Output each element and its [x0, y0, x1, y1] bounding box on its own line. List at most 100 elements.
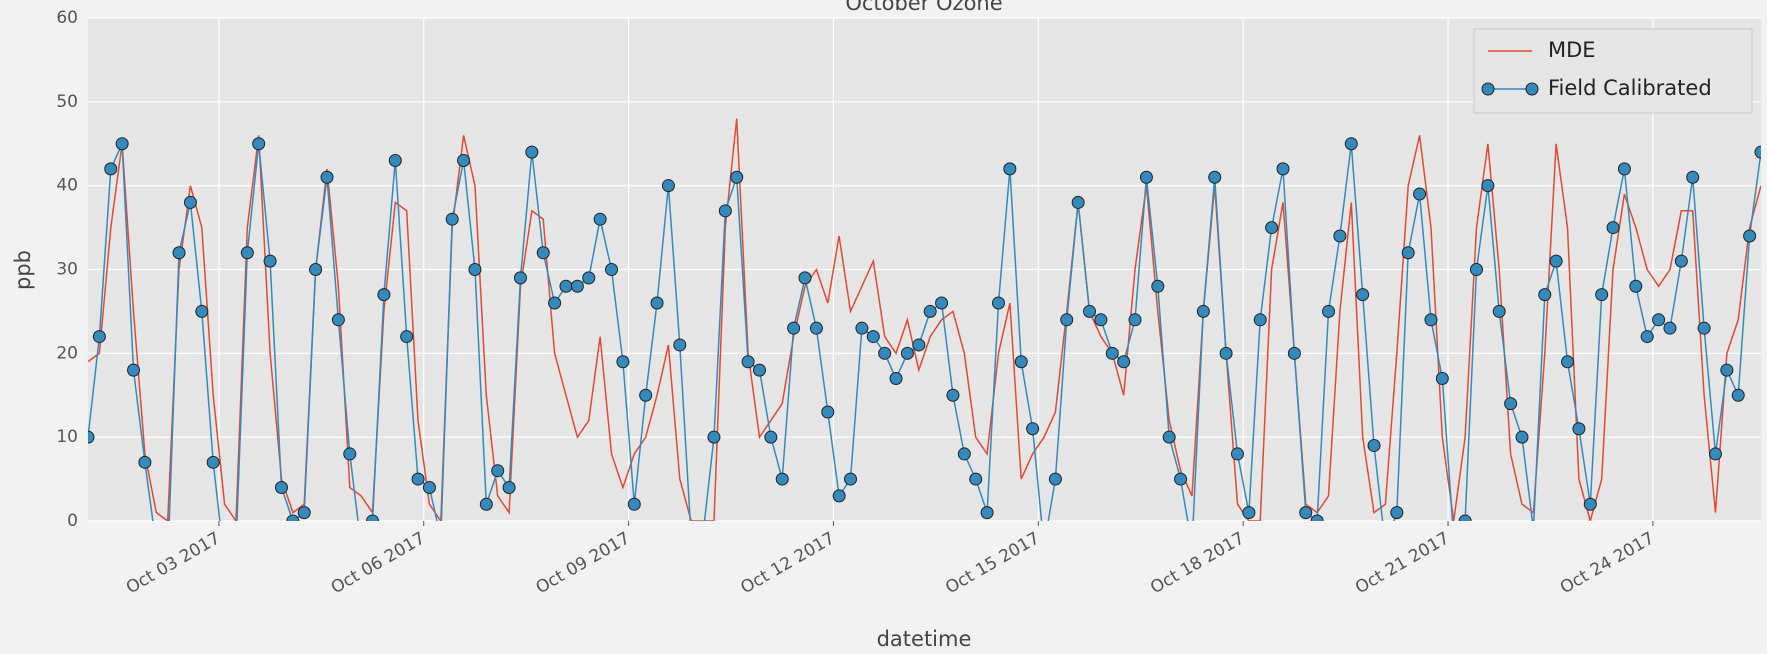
marker	[1287, 346, 1301, 360]
marker	[1401, 246, 1415, 260]
marker	[1720, 363, 1734, 377]
marker	[855, 321, 869, 335]
marker	[1743, 229, 1757, 243]
marker	[320, 170, 334, 184]
marker	[616, 355, 630, 369]
marker	[582, 271, 596, 285]
marker	[92, 330, 106, 344]
marker	[1549, 254, 1563, 268]
x-tick-label: Oct 12 2017	[737, 528, 838, 598]
marker	[1663, 321, 1677, 335]
marker	[1071, 195, 1085, 209]
legend-label: MDE	[1548, 38, 1596, 62]
marker	[1504, 397, 1518, 411]
marker	[1253, 313, 1267, 327]
x-axis-label: datetime	[877, 627, 972, 651]
marker	[1117, 355, 1131, 369]
marker	[240, 246, 254, 260]
marker	[525, 145, 539, 159]
marker	[1572, 422, 1586, 436]
legend-marker	[1525, 82, 1539, 96]
marker	[1413, 187, 1427, 201]
marker	[1458, 514, 1472, 521]
marker	[331, 313, 345, 327]
marker	[297, 506, 311, 520]
marker	[1026, 422, 1040, 436]
marker	[1481, 179, 1495, 193]
marker	[1333, 229, 1347, 243]
marker	[400, 330, 414, 344]
marker	[1014, 355, 1028, 369]
marker	[343, 447, 357, 461]
marker	[411, 472, 425, 486]
marker	[1583, 497, 1597, 511]
marker	[1265, 221, 1279, 235]
y-axis-label: ppb	[11, 250, 35, 290]
marker	[1640, 330, 1654, 344]
marker	[969, 472, 983, 486]
marker	[1219, 346, 1233, 360]
marker	[639, 388, 653, 402]
marker	[1139, 170, 1153, 184]
marker	[536, 246, 550, 260]
marker	[1003, 162, 1017, 176]
x-tick-label: Oct 03 2017	[123, 528, 224, 598]
y-tick-label: 60	[56, 8, 78, 28]
legend-marker	[1481, 82, 1495, 96]
marker	[183, 195, 197, 209]
marker	[764, 430, 778, 444]
marker	[1527, 523, 1539, 535]
marker	[1196, 304, 1210, 318]
marker	[1174, 472, 1188, 486]
x-tick-label: Oct 15 2017	[942, 528, 1043, 598]
marker	[309, 263, 323, 276]
marker	[286, 514, 300, 521]
series-line	[88, 143, 1761, 521]
marker	[866, 330, 880, 344]
marker	[832, 489, 846, 503]
marker	[1697, 321, 1711, 335]
marker	[1151, 279, 1165, 293]
marker	[115, 137, 129, 151]
marker	[1617, 162, 1631, 176]
x-tick-label: Oct 21 2017	[1352, 528, 1453, 598]
marker	[991, 296, 1005, 310]
marker	[1435, 371, 1449, 385]
marker	[821, 405, 835, 419]
marker	[752, 363, 766, 377]
marker	[1515, 430, 1529, 444]
marker	[513, 271, 527, 285]
marker	[172, 246, 186, 260]
marker	[878, 346, 892, 360]
marker	[559, 279, 573, 293]
marker	[741, 355, 755, 369]
marker	[889, 371, 903, 385]
marker	[366, 514, 380, 521]
marker	[1469, 263, 1483, 276]
marker	[1390, 506, 1404, 520]
marker	[274, 480, 288, 494]
marker	[445, 212, 459, 226]
marker	[1083, 304, 1097, 318]
marker	[252, 137, 266, 151]
marker	[809, 321, 823, 335]
x-tick-label: Oct 06 2017	[328, 528, 429, 598]
marker	[697, 532, 709, 544]
marker	[1094, 313, 1108, 327]
legend-box	[1473, 28, 1753, 114]
plot-layer	[88, 118, 1761, 544]
marker	[1128, 313, 1142, 327]
marker	[1538, 288, 1552, 302]
marker	[1322, 304, 1336, 318]
marker	[1060, 313, 1074, 327]
x-tick-label: Oct 09 2017	[533, 528, 634, 598]
marker	[957, 447, 971, 461]
marker	[1105, 346, 1119, 360]
marker	[388, 154, 402, 168]
y-tick-label: 40	[56, 176, 78, 196]
marker	[661, 179, 675, 193]
marker	[1424, 313, 1438, 327]
marker	[718, 204, 732, 218]
marker	[1367, 439, 1381, 453]
